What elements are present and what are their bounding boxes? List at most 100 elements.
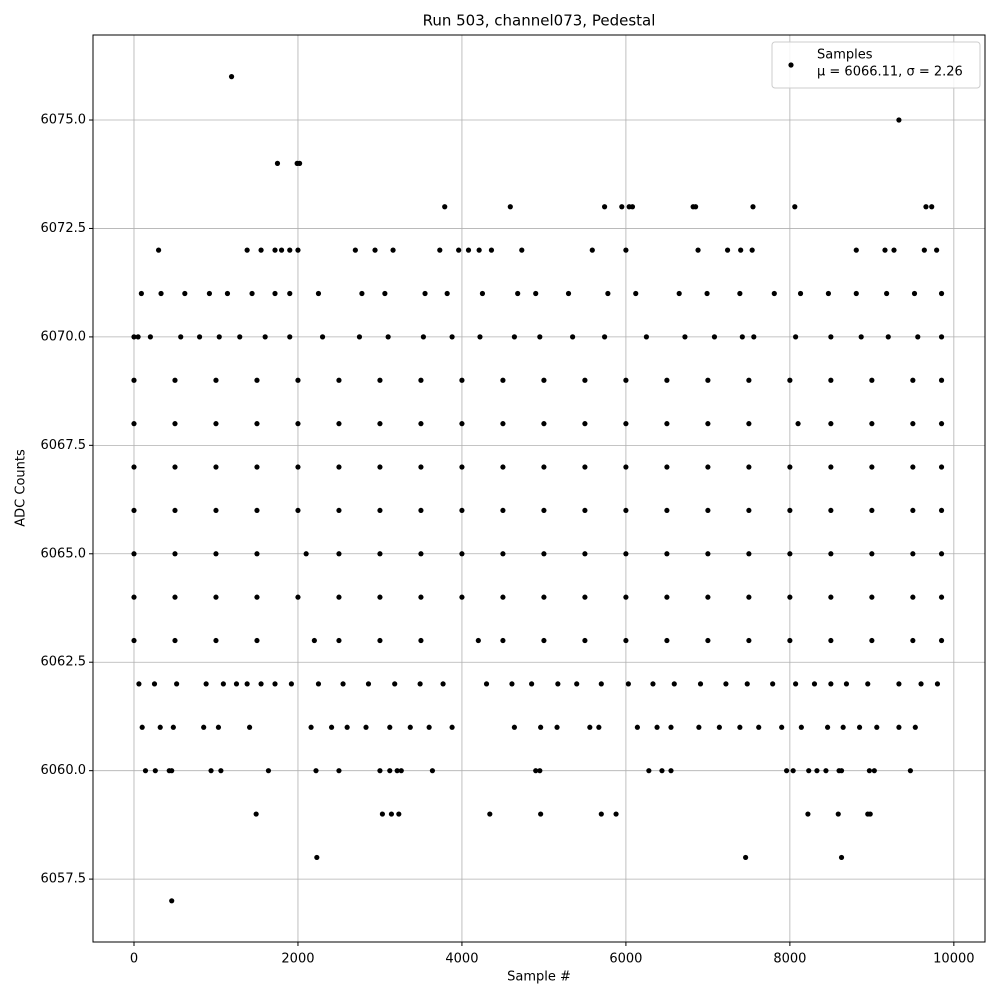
- point: [907, 768, 913, 774]
- point: [254, 377, 260, 383]
- point: [865, 681, 871, 687]
- point: [825, 290, 832, 297]
- point: [336, 507, 342, 514]
- point: [131, 464, 137, 470]
- point: [359, 290, 365, 297]
- point: [790, 768, 796, 774]
- point: [500, 637, 506, 644]
- point: [582, 464, 588, 470]
- point: [319, 334, 326, 340]
- y-tick-label: 6062.5: [41, 655, 87, 670]
- point: [623, 421, 629, 427]
- point: [308, 724, 314, 730]
- y-tick-label: 6072.5: [41, 221, 87, 236]
- point: [315, 681, 322, 687]
- point: [500, 507, 506, 514]
- point: [582, 421, 588, 427]
- point: [172, 637, 178, 644]
- point: [811, 681, 818, 687]
- point: [623, 507, 629, 514]
- point: [420, 334, 427, 340]
- point: [756, 724, 762, 730]
- point: [344, 724, 350, 730]
- point: [934, 247, 940, 253]
- point: [131, 334, 137, 340]
- point: [589, 247, 595, 253]
- points: [131, 74, 945, 904]
- point: [258, 247, 264, 253]
- point: [213, 421, 219, 427]
- point: [867, 811, 873, 817]
- point: [910, 507, 916, 514]
- chart-title: Run 503, channel073, Pedestal: [423, 12, 656, 30]
- point: [744, 681, 750, 687]
- point: [623, 247, 629, 253]
- point: [739, 334, 745, 340]
- y-tick-label: 6065.0: [41, 546, 87, 561]
- point: [131, 637, 137, 644]
- point: [835, 811, 841, 817]
- point: [613, 811, 619, 817]
- point: [142, 768, 149, 774]
- x-tick-label: 10000: [933, 952, 974, 967]
- point: [911, 290, 918, 297]
- point: [363, 724, 369, 730]
- point: [828, 377, 834, 383]
- point: [746, 421, 752, 427]
- point: [705, 551, 711, 557]
- point: [131, 507, 137, 514]
- point: [623, 594, 629, 600]
- point: [856, 724, 863, 730]
- point: [182, 290, 188, 297]
- point: [828, 551, 834, 557]
- point: [654, 724, 660, 730]
- point: [500, 551, 506, 557]
- point: [272, 247, 278, 253]
- point: [295, 464, 301, 470]
- point: [664, 421, 670, 427]
- point: [459, 464, 465, 470]
- point: [695, 247, 701, 253]
- point: [418, 551, 424, 557]
- point: [866, 768, 873, 774]
- point: [254, 551, 260, 557]
- point: [787, 594, 793, 600]
- point: [751, 334, 757, 340]
- point: [869, 551, 875, 557]
- point: [426, 724, 432, 730]
- point: [869, 464, 875, 470]
- point: [910, 594, 916, 600]
- point: [178, 334, 184, 340]
- point: [336, 637, 342, 644]
- point: [555, 681, 561, 687]
- point: [336, 421, 342, 427]
- point: [805, 811, 811, 817]
- point: [605, 290, 611, 297]
- point: [828, 421, 834, 427]
- point: [131, 377, 137, 383]
- point: [418, 637, 424, 644]
- point: [705, 464, 711, 470]
- point: [274, 160, 281, 166]
- point: [265, 768, 272, 774]
- point: [582, 377, 588, 383]
- x-tick-label: 2000: [281, 952, 314, 967]
- x-axis-label: Sample #: [507, 970, 571, 985]
- point: [692, 204, 699, 210]
- point: [746, 507, 752, 514]
- point: [828, 334, 834, 340]
- point: [218, 768, 224, 774]
- point: [891, 247, 897, 253]
- point: [340, 681, 346, 687]
- point: [746, 594, 752, 600]
- point: [483, 681, 490, 687]
- point: [295, 377, 301, 383]
- point: [157, 724, 163, 730]
- point: [287, 247, 293, 253]
- x-tick-label: 0: [130, 952, 138, 967]
- point: [249, 290, 255, 297]
- point: [869, 507, 875, 514]
- point: [787, 637, 793, 644]
- point: [377, 377, 383, 383]
